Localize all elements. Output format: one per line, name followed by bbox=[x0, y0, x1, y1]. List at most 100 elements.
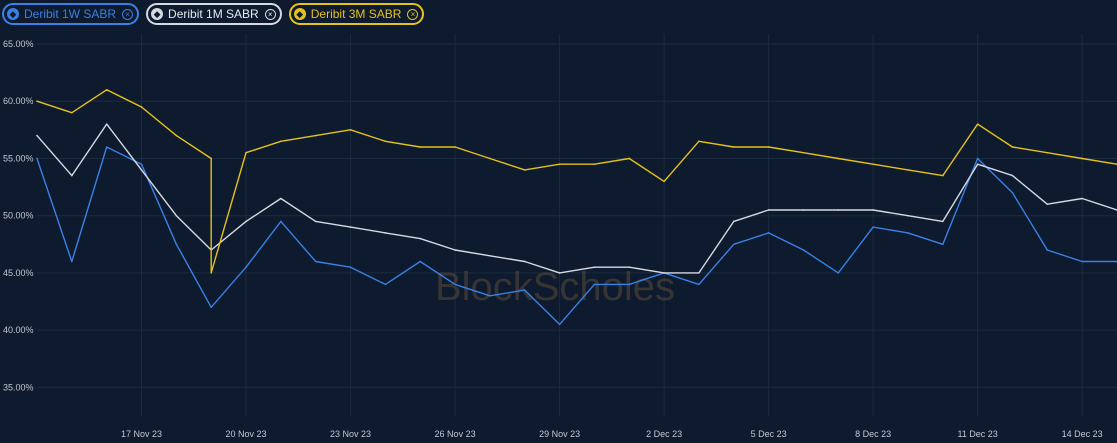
data-point bbox=[1011, 192, 1014, 194]
data-point bbox=[1011, 146, 1014, 148]
legend: ◆ Deribit 1W SABR × ◆ Deribit 1M SABR × … bbox=[2, 3, 425, 25]
data-point bbox=[245, 151, 247, 154]
x-tick-label: 17 Nov 23 bbox=[121, 429, 162, 439]
data-point bbox=[837, 209, 840, 211]
data-point bbox=[489, 254, 491, 257]
data-point bbox=[872, 163, 874, 165]
data-point bbox=[976, 163, 979, 165]
data-point bbox=[628, 157, 631, 160]
data-point bbox=[698, 283, 700, 286]
close-icon[interactable]: × bbox=[122, 8, 134, 20]
series-line-3 bbox=[36, 89, 1117, 274]
data-point bbox=[349, 266, 352, 269]
ethereum-icon: ◆ bbox=[293, 8, 306, 20]
x-tick-label: 26 Nov 23 bbox=[435, 429, 476, 439]
data-point bbox=[907, 214, 909, 217]
grid-lines bbox=[37, 34, 1117, 416]
legend-chip-1w[interactable]: ◆ Deribit 1W SABR × bbox=[2, 3, 140, 25]
data-point bbox=[837, 272, 840, 274]
y-tick-label: 45.00% bbox=[3, 268, 34, 278]
y-tick-label: 60.00% bbox=[3, 96, 34, 106]
data-point bbox=[523, 169, 526, 171]
legend-chip-3m[interactable]: ◆ Deribit 3M SABR × bbox=[288, 3, 425, 25]
data-point bbox=[1081, 260, 1083, 263]
data-point bbox=[698, 140, 700, 143]
y-tick-label: 55.00% bbox=[3, 153, 34, 163]
data-point bbox=[872, 226, 874, 228]
legend-chip-1m[interactable]: ◆ Deribit 1M SABR × bbox=[146, 3, 282, 25]
data-point bbox=[698, 272, 700, 274]
data-point bbox=[71, 174, 73, 177]
data-point bbox=[384, 283, 387, 286]
data-point bbox=[628, 283, 631, 286]
data-point bbox=[105, 146, 108, 148]
data-point bbox=[663, 272, 665, 274]
data-point bbox=[71, 260, 73, 263]
series-line-1 bbox=[36, 146, 1117, 326]
data-point bbox=[802, 209, 805, 211]
data-point bbox=[314, 134, 317, 137]
data-point bbox=[489, 295, 491, 297]
data-point bbox=[1046, 203, 1049, 206]
data-point bbox=[210, 306, 212, 309]
data-point bbox=[314, 260, 317, 263]
data-point bbox=[1046, 151, 1049, 154]
close-icon[interactable]: × bbox=[407, 8, 419, 20]
x-tick-label: 2 Dec 23 bbox=[646, 429, 682, 439]
data-point bbox=[523, 289, 526, 291]
data-point bbox=[105, 123, 108, 125]
y-axis-ticks: 65.00% 60.00% 55.00% 50.00% 45.00% 40.00% 35.0… bbox=[3, 39, 34, 392]
legend-label-3m: Deribit 3M SABR bbox=[310, 7, 402, 21]
data-point bbox=[593, 266, 596, 269]
data-point bbox=[210, 272, 212, 274]
close-icon[interactable]: × bbox=[264, 8, 276, 20]
data-point bbox=[454, 146, 456, 148]
watermark-text: BlockScholes bbox=[435, 265, 675, 309]
data-point bbox=[280, 197, 282, 200]
data-point bbox=[663, 180, 665, 183]
y-tick-label: 65.00% bbox=[3, 39, 34, 49]
data-point bbox=[942, 220, 944, 223]
data-point bbox=[245, 220, 247, 223]
data-point bbox=[907, 169, 909, 171]
data-point bbox=[245, 266, 247, 269]
data-point bbox=[175, 214, 178, 217]
data-point bbox=[837, 157, 840, 160]
data-point bbox=[732, 146, 735, 148]
x-tick-label: 5 Dec 23 bbox=[751, 429, 787, 439]
data-point bbox=[558, 323, 561, 326]
data-point bbox=[767, 209, 770, 211]
data-point bbox=[976, 157, 979, 160]
x-tick-label: 8 Dec 23 bbox=[855, 429, 891, 439]
data-point bbox=[1046, 249, 1049, 251]
x-tick-label: 14 Dec 23 bbox=[1062, 429, 1103, 439]
data-point bbox=[140, 106, 143, 108]
data-point bbox=[349, 226, 352, 228]
data-point bbox=[280, 140, 282, 143]
data-point bbox=[558, 163, 561, 165]
data-point bbox=[523, 260, 526, 263]
x-axis-ticks: 17 Nov 23 20 Nov 23 23 Nov 23 26 Nov 23 29 N… bbox=[121, 429, 1103, 439]
data-point bbox=[349, 129, 352, 131]
data-point bbox=[1081, 157, 1083, 160]
data-point bbox=[314, 220, 317, 223]
data-point bbox=[942, 174, 944, 177]
y-tick-label: 40.00% bbox=[3, 325, 34, 335]
y-tick-label: 35.00% bbox=[3, 382, 34, 392]
ethereum-icon: ◆ bbox=[151, 8, 164, 20]
data-point bbox=[1081, 197, 1083, 200]
data-point bbox=[454, 249, 456, 251]
x-tick-label: 11 Dec 23 bbox=[957, 429, 997, 439]
data-point bbox=[593, 283, 596, 286]
data-point bbox=[558, 272, 561, 274]
data-point bbox=[489, 157, 491, 160]
data-point bbox=[872, 209, 874, 211]
x-tick-label: 20 Nov 23 bbox=[226, 429, 267, 439]
data-point bbox=[419, 260, 422, 263]
data-point bbox=[280, 220, 282, 223]
legend-label-1m: Deribit 1M SABR bbox=[168, 7, 259, 21]
data-point bbox=[802, 249, 805, 251]
series-line-2 bbox=[36, 123, 1117, 274]
data-point bbox=[175, 243, 178, 246]
